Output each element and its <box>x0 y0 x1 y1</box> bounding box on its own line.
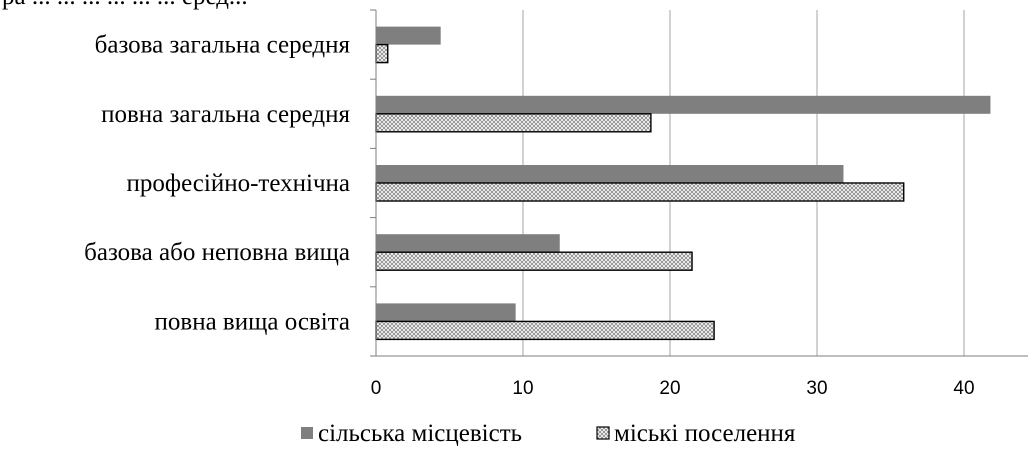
cropped-top-text: ра ... ... ... ... ... ... еред... <box>2 0 248 10</box>
x-tick-label: 20 <box>659 378 680 399</box>
category-label: базова або неповна вища <box>84 239 350 266</box>
bar-silska <box>376 234 560 253</box>
x-tick-label: 10 <box>512 378 533 399</box>
bar-silska <box>376 26 441 45</box>
x-tick-label: 0 <box>371 378 382 399</box>
legend-swatch-silska <box>301 427 313 439</box>
category-label: повна загальна середня <box>101 101 350 128</box>
bar-silska <box>376 303 516 322</box>
x-tick-label: 40 <box>953 378 974 399</box>
bar-silska <box>376 165 844 183</box>
category-label: професійно-технічна <box>127 170 351 197</box>
axes <box>370 9 1028 357</box>
category-labels: базова загальна середня повна загальна се… <box>84 32 350 336</box>
legend: сільська місцевість міські поселення <box>301 420 796 447</box>
bar-miski <box>375 43 389 64</box>
legend-swatch-miski <box>596 426 610 440</box>
category-label: повна вища освіта <box>155 308 350 335</box>
bars <box>375 26 991 341</box>
bar-miski <box>375 113 652 133</box>
tick-labels: 0 10 20 30 40 <box>371 378 975 399</box>
bar-miski <box>375 251 693 271</box>
bar-miski <box>375 182 905 202</box>
legend-label-silska: сільська місцевість <box>318 420 522 447</box>
bar-silska <box>376 95 991 114</box>
category-label: базова загальна середня <box>95 32 351 59</box>
x-tick-label: 30 <box>806 378 827 399</box>
bar-miski <box>375 320 715 341</box>
legend-label-miski: міські поселення <box>614 420 796 447</box>
